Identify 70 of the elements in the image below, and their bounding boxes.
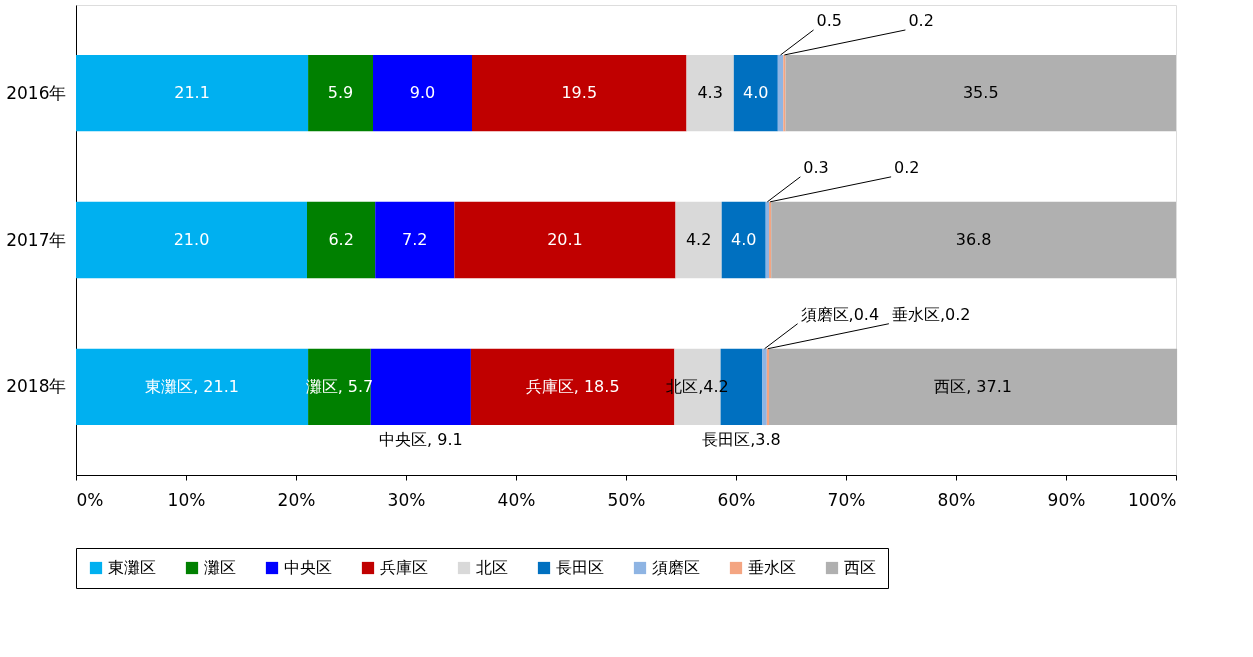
bar [777, 54, 784, 132]
data-label: 長田区,3.8 [702, 429, 781, 449]
data-label: 東灘区, 21.1 [145, 376, 239, 396]
bar [765, 201, 769, 279]
bar [783, 54, 786, 132]
x-tick-label: 50% [607, 489, 646, 510]
bar [308, 54, 373, 132]
data-label: 7.2 [402, 230, 428, 249]
legend-label: 兵庫区 [380, 558, 428, 577]
legend-label: 東灘区 [108, 558, 156, 577]
legend-label: 長田区 [556, 558, 604, 577]
data-label: 中央区, 9.1 [379, 429, 463, 449]
bar [769, 201, 772, 279]
y-tick-label: 2017年 [6, 229, 67, 250]
data-label: 20.1 [547, 230, 583, 249]
data-label: 21.0 [173, 230, 210, 249]
data-label: 須磨区,0.4 [800, 304, 880, 324]
x-tick-label: 80% [937, 489, 976, 510]
bar [769, 348, 1178, 426]
data-label: 4.0 [730, 230, 757, 249]
x-tick-label: 100% [1127, 489, 1177, 510]
legend-label: 須磨区 [652, 558, 700, 577]
data-label: 西区, 37.1 [934, 376, 1012, 396]
x-tick-label: 0% [76, 489, 104, 510]
bar [76, 54, 309, 132]
data-label: 兵庫区, 18.5 [525, 376, 620, 396]
y-tick-label: 2016年 [6, 82, 67, 103]
data-label: 4.3 [697, 83, 723, 103]
bar [373, 54, 472, 132]
data-label: 0.3 [803, 158, 829, 178]
data-label: 0.2 [894, 158, 920, 178]
x-tick-label: 90% [1047, 489, 1086, 510]
legend-label: 西区 [844, 558, 876, 577]
data-label: 36.8 [955, 230, 992, 249]
bar [733, 54, 778, 132]
x-tick-label: 30% [387, 489, 426, 510]
bar [785, 54, 1176, 132]
bar [675, 201, 722, 279]
data-label: 4.0 [743, 83, 769, 103]
legend-label: 垂水区 [748, 558, 796, 577]
x-tick-label: 40% [497, 489, 536, 510]
bar [375, 201, 455, 279]
data-label: 9.0 [409, 83, 436, 103]
bar [472, 54, 687, 132]
data-label: 5.9 [327, 83, 354, 103]
data-label: 0.2 [908, 11, 934, 31]
bar [771, 201, 1176, 279]
legend-label: 灘区 [204, 558, 236, 577]
x-tick-label: 20% [277, 489, 316, 510]
bar [686, 54, 734, 132]
legend-label: 中央区 [284, 558, 332, 577]
data-label: 21.1 [174, 83, 210, 103]
data-label: 6.2 [328, 230, 354, 249]
bar [721, 201, 766, 279]
data-label: 垂水区,0.2 [891, 304, 971, 324]
bar [766, 348, 769, 426]
data-label: 4.2 [685, 230, 712, 249]
y-tick-label: 2018年 [6, 376, 67, 397]
x-tick-label: 10% [167, 489, 206, 510]
legend-label: 北区 [476, 558, 508, 577]
bar [370, 348, 471, 426]
bar [76, 201, 307, 279]
data-label: 0.5 [816, 11, 842, 31]
x-tick-label: 60% [717, 489, 756, 510]
bar [762, 348, 767, 426]
data-label: 19.5 [561, 83, 598, 103]
x-tick-label: 70% [827, 489, 866, 510]
data-label: 35.5 [962, 83, 999, 103]
bar [454, 201, 676, 279]
bar [307, 201, 376, 279]
